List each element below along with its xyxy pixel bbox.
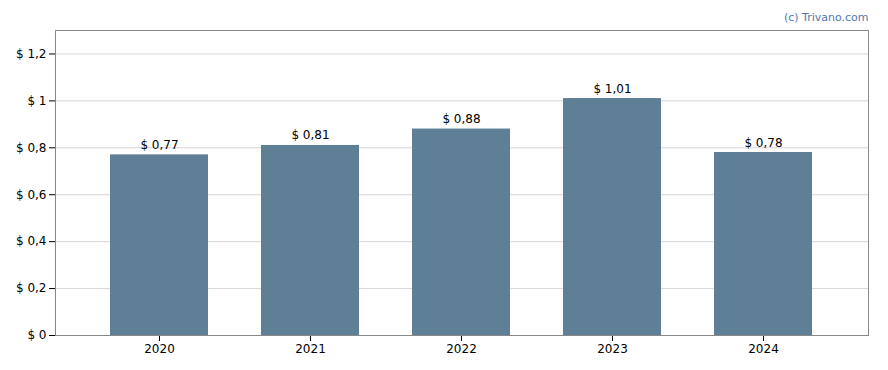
svg-text:2021: 2021 (295, 342, 326, 356)
svg-text:$ 0,6: $ 0,6 (16, 188, 47, 202)
svg-text:2020: 2020 (144, 342, 175, 356)
svg-text:$ 0,77: $ 0,77 (140, 138, 178, 152)
svg-text:(c) Trivano.com: (c) Trivano.com (784, 11, 869, 24)
svg-text:2022: 2022 (446, 342, 477, 356)
svg-text:2023: 2023 (597, 342, 628, 356)
svg-text:$ 0,4: $ 0,4 (16, 234, 47, 248)
svg-text:2024: 2024 (748, 342, 779, 356)
svg-text:$ 0,88: $ 0,88 (442, 112, 480, 126)
svg-text:$ 0: $ 0 (27, 328, 46, 342)
svg-text:$ 1: $ 1 (27, 94, 46, 108)
svg-text:$ 1,01: $ 1,01 (593, 82, 631, 96)
svg-text:$ 1,2: $ 1,2 (16, 47, 47, 61)
svg-text:$ 0,81: $ 0,81 (291, 128, 329, 142)
svg-text:$ 0,8: $ 0,8 (16, 141, 47, 155)
svg-text:$ 0,2: $ 0,2 (16, 281, 47, 295)
svg-text:$ 0,78: $ 0,78 (744, 136, 782, 150)
